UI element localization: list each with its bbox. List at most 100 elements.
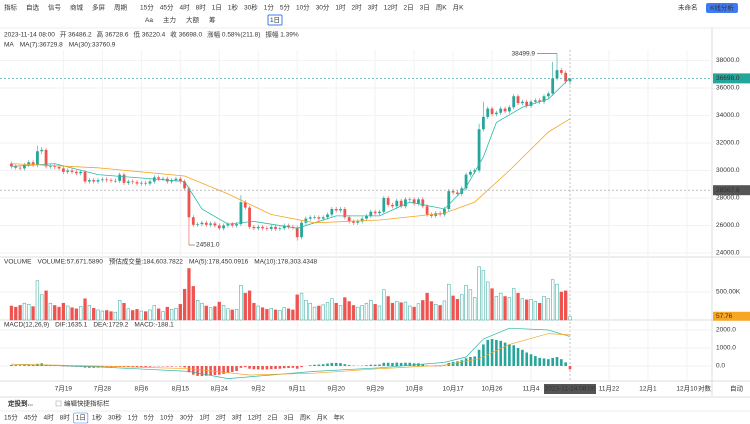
bottom-period[interactable]: 周K: [300, 414, 312, 422]
volume-bar: [321, 304, 325, 321]
bottom-period[interactable]: 2日: [268, 414, 278, 422]
bottom-period[interactable]: 10分: [160, 413, 174, 422]
macd-bar: [464, 358, 468, 366]
period-button[interactable]: 1日: [212, 4, 222, 12]
bottom-period[interactable]: 12时: [248, 413, 262, 422]
bottom-period[interactable]: 3日: [284, 414, 294, 422]
period-button[interactable]: 15分: [140, 3, 154, 12]
period-button[interactable]: 3时: [368, 3, 379, 12]
candle-body: [204, 222, 208, 225]
candle-body: [382, 198, 386, 212]
period-button[interactable]: 1时: [335, 3, 346, 12]
period-button[interactable]: 2时: [352, 3, 363, 12]
bottom-period[interactable]: 2时: [216, 413, 227, 422]
bottom-period[interactable]: 30分: [180, 413, 194, 422]
toolbar-item[interactable]: 指标: [4, 3, 18, 12]
toolbar-item[interactable]: 周期: [114, 4, 128, 12]
analysis-badge-label[interactable]: K线分析: [710, 3, 734, 12]
date-label: 10月17: [443, 385, 464, 393]
bottom-period[interactable]: 1分: [128, 413, 139, 422]
volume-bar: [18, 305, 22, 321]
edit-shortcuts[interactable]: 编辑快捷指标栏: [64, 399, 110, 408]
bottom-title[interactable]: 定投到...: [7, 399, 33, 408]
volume-bar: [399, 302, 403, 321]
period-button[interactable]: 45分: [160, 3, 174, 12]
period-button[interactable]: 3日: [420, 4, 430, 12]
macd-tick-label: 1000.0: [716, 345, 736, 352]
bottom-period[interactable]: 5分: [144, 413, 155, 422]
volume-bar: [494, 296, 499, 321]
candle-body: [356, 221, 360, 223]
period-button[interactable]: 月K: [453, 4, 465, 12]
bottom-period[interactable]: 45分: [24, 413, 38, 422]
bottom-period[interactable]: 1日: [76, 414, 86, 422]
scale-mode[interactable]: 自动: [730, 384, 744, 393]
bottom-period[interactable]: 1时: [199, 413, 210, 422]
drawing-tool[interactable]: 筹: [209, 15, 216, 24]
toolbar-item[interactable]: 商城: [70, 3, 84, 12]
analysis-badge[interactable]: [706, 3, 738, 13]
macd-legend: MACD:-188.1: [134, 322, 174, 329]
bottom-period[interactable]: 8时: [60, 413, 71, 422]
candle-body: [57, 167, 61, 169]
candle-body: [131, 181, 135, 183]
period-button[interactable]: 5分: [280, 3, 291, 12]
toolbar-item[interactable]: 多屏: [92, 3, 106, 12]
period-button[interactable]: 2日: [404, 4, 414, 12]
macd-tick-label: 0.0: [716, 363, 725, 370]
period-button[interactable]: 30秒: [244, 3, 258, 12]
candle-body: [477, 129, 481, 171]
drawing-tool[interactable]: Aa: [145, 17, 153, 24]
candle-body: [83, 171, 87, 182]
edit-checkbox[interactable]: [55, 400, 62, 407]
volume-bar: [230, 309, 234, 321]
candle-body: [516, 96, 520, 104]
macd-bar: [170, 366, 173, 367]
macd-bar: [101, 366, 104, 368]
interval[interactable]: 1日: [270, 16, 280, 24]
period-button[interactable]: 10分: [296, 3, 310, 12]
drawing-tool[interactable]: 大额: [186, 15, 200, 24]
period-button[interactable]: 30分: [316, 3, 330, 12]
candle-body: [144, 182, 148, 184]
period-button[interactable]: 8时: [196, 3, 207, 12]
macd-bar: [547, 359, 550, 366]
workspace-name[interactable]: 未命名: [678, 3, 698, 12]
bottom-period[interactable]: 月K: [317, 414, 329, 422]
bottom-period[interactable]: 4时: [43, 413, 54, 422]
macd-bar: [166, 366, 169, 367]
volume-bar: [360, 305, 364, 321]
volume-bar: [325, 302, 330, 321]
volume-bar: [304, 300, 308, 321]
period-button[interactable]: 1分: [264, 3, 275, 12]
scale-mode[interactable]: 对数: [698, 384, 712, 393]
toolbar-item[interactable]: 自选: [26, 3, 40, 12]
bottom-period[interactable]: 3时: [232, 413, 243, 422]
period-button[interactable]: 1秒: [228, 3, 239, 12]
date-label: 11月22: [599, 385, 620, 393]
candle-body: [300, 222, 303, 238]
volume-bar: [529, 299, 533, 321]
volume-bar: [425, 292, 429, 321]
macd-bar: [144, 366, 147, 367]
period-button[interactable]: 12时: [384, 3, 398, 12]
macd-bar: [369, 364, 373, 366]
drawing-tool[interactable]: 主力: [163, 15, 176, 24]
macd-bar: [295, 366, 299, 369]
macd-bar: [503, 342, 507, 366]
period-button[interactable]: 4时: [179, 3, 190, 12]
bottom-period[interactable]: 1秒: [92, 413, 103, 422]
macd-line: [11, 327, 571, 379]
volume-bar: [100, 310, 105, 321]
toolbar-item[interactable]: 信号: [48, 3, 62, 12]
bottom-period[interactable]: 30秒: [108, 413, 122, 422]
bottom-period[interactable]: 15分: [4, 413, 18, 422]
bottom-period[interactable]: 年K: [333, 413, 345, 422]
period-button[interactable]: 周K: [436, 4, 448, 12]
volume-bar: [278, 310, 282, 321]
macd-bar: [23, 365, 26, 366]
interval-box[interactable]: [267, 14, 283, 26]
macd-bar: [265, 366, 269, 370]
volume-bar: [486, 281, 490, 321]
candle-body: [542, 96, 546, 102]
